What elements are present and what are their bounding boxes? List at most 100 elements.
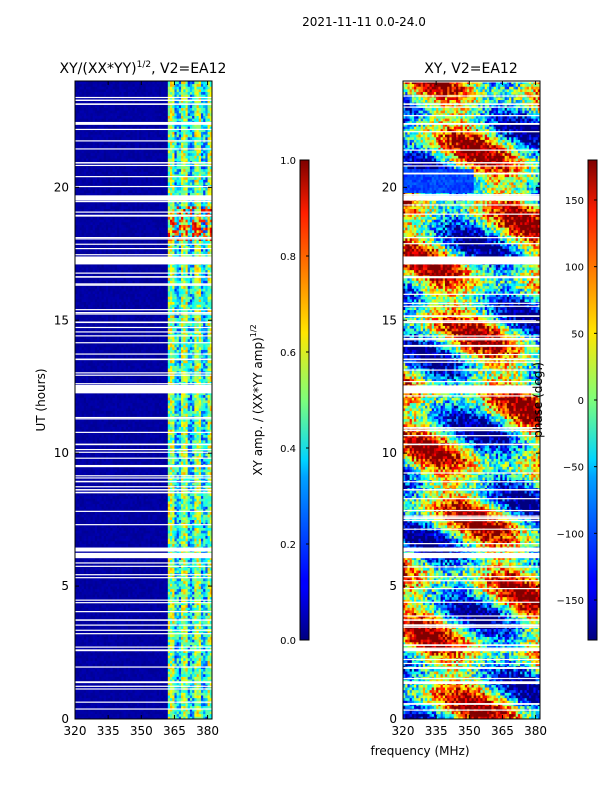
heatmap-cell (156, 636, 160, 640)
heatmap-cell (154, 594, 158, 598)
heatmap-cell (203, 575, 206, 579)
heatmap-cell (172, 524, 175, 528)
heatmap-cell (90, 657, 94, 661)
heatmap-cell (130, 647, 133, 651)
heatmap-cell (88, 607, 91, 611)
heatmap-cell (172, 671, 175, 675)
heatmap-cell (75, 503, 78, 507)
heatmap-cell (132, 631, 136, 635)
heatmap-cell (128, 647, 131, 651)
heatmap-cell (103, 559, 107, 563)
heatmap-cell (145, 524, 149, 528)
heatmap-cell (192, 556, 195, 560)
heatmap-cell (192, 673, 195, 677)
heatmap-cell (198, 631, 202, 635)
heatmap-cell (192, 639, 195, 643)
heatmap-cell (97, 655, 100, 659)
heatmap-cell (81, 633, 85, 637)
heatmap-cell (183, 631, 186, 635)
heatmap-cell (134, 676, 138, 680)
heatmap-cell (83, 708, 87, 712)
heatmap-cell (203, 644, 206, 648)
heatmap-cell (105, 532, 109, 536)
heatmap-cell (174, 516, 178, 521)
heatmap-cell (139, 508, 142, 513)
heatmap-cell (125, 644, 129, 648)
heatmap-cell (123, 527, 127, 531)
heatmap-cell (139, 615, 142, 619)
heatmap-cell (139, 660, 142, 664)
heatmap-cell (114, 692, 118, 696)
heatmap-cell (79, 506, 83, 510)
heatmap-cell (125, 594, 129, 598)
heatmap-cell (165, 716, 169, 719)
heatmap-cell (143, 641, 147, 645)
heatmap-cell (112, 594, 116, 598)
heatmap-cell (112, 713, 116, 717)
heatmap-cell (97, 689, 100, 693)
heatmap-cell (83, 716, 87, 719)
heatmap-cell (119, 580, 122, 584)
heatmap-cell (112, 580, 116, 584)
heatmap-cell (116, 602, 120, 606)
heatmap-cell (167, 631, 171, 635)
heatmap-cell (121, 594, 125, 598)
heatmap-cell (163, 575, 166, 579)
heatmap-cell (209, 562, 212, 566)
heatmap-cell (75, 641, 78, 645)
heatmap-cell (77, 681, 80, 685)
heatmap-cell (116, 530, 120, 534)
heatmap-cell (125, 578, 129, 582)
heatmap-cell (114, 556, 118, 560)
heatmap-cell (128, 708, 131, 712)
heatmap-cell (128, 657, 131, 661)
heatmap-cell (147, 703, 151, 707)
heatmap-cell (86, 580, 89, 584)
heatmap-cell (161, 580, 164, 584)
heatmap-cell (119, 519, 122, 523)
heatmap-cell (123, 689, 127, 693)
heatmap-cell (165, 540, 169, 544)
heatmap-cell (112, 633, 116, 637)
heatmap-cell (181, 703, 184, 707)
heatmap-cell (174, 530, 178, 534)
heatmap-cell (198, 639, 202, 643)
heatmap-cell (174, 681, 178, 685)
heatmap-cell (161, 578, 164, 582)
heatmap-cell (112, 604, 116, 608)
heatmap-cell (132, 508, 136, 513)
heatmap-cell (130, 711, 133, 715)
heatmap-cell (134, 615, 138, 619)
heatmap-cell (136, 594, 140, 598)
heatmap-cell (94, 575, 98, 579)
heatmap-cell (136, 514, 140, 518)
heatmap-cell (112, 705, 116, 709)
heatmap-cell (119, 641, 122, 645)
heatmap-cell (90, 649, 94, 653)
heatmap-cell (79, 607, 83, 611)
heatmap-cell (99, 631, 102, 635)
heatmap-cell (83, 660, 87, 664)
heatmap-cell (123, 578, 127, 582)
heatmap-cell (130, 599, 133, 603)
heatmap-cell (170, 644, 173, 648)
heatmap-cell (99, 508, 102, 513)
heatmap-cell (143, 516, 147, 521)
heatmap-cell (165, 588, 169, 592)
heatmap-cell (141, 540, 144, 544)
heatmap-cell (108, 681, 111, 685)
heatmap-cell (174, 631, 178, 635)
heatmap-cell (183, 591, 186, 595)
heatmap-cell (77, 562, 80, 566)
heatmap-cell (165, 607, 169, 611)
heatmap-cell (196, 708, 200, 712)
heatmap-cell (125, 570, 129, 574)
heatmap-cell (75, 538, 78, 542)
heatmap-cell (79, 620, 83, 624)
heatmap-cell (101, 503, 105, 507)
heatmap-cell (94, 527, 98, 531)
heatmap-cell (150, 703, 153, 707)
heatmap-cell (200, 511, 204, 515)
heatmap-cell (161, 615, 164, 619)
heatmap-cell (97, 625, 100, 630)
